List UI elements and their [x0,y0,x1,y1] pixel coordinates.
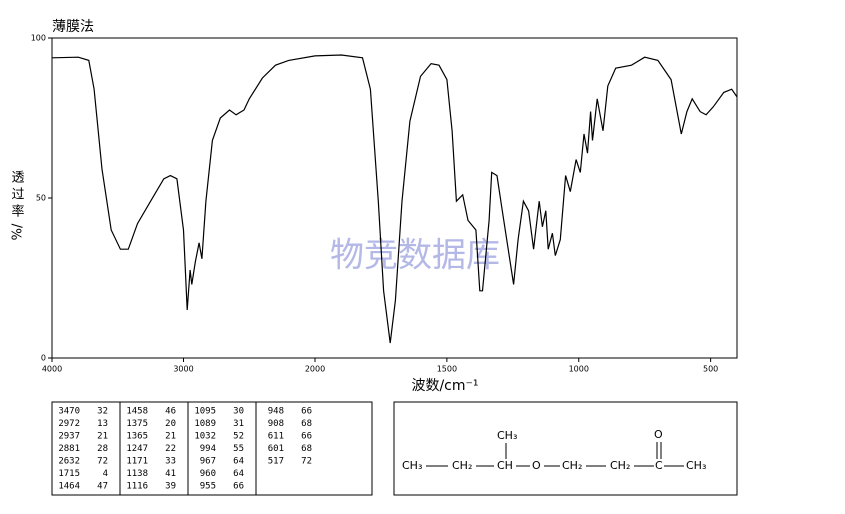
peak-transmittance: 21 [165,432,176,442]
peak-transmittance: 31 [233,419,244,429]
peak-transmittance: 30 [233,407,244,417]
chart-title: 薄膜法 [52,19,94,35]
peak-transmittance: 46 [165,407,176,417]
peak-transmittance: 72 [301,457,312,467]
peak-transmittance: 64 [233,469,244,479]
peak-wavenumber: 960 [200,469,216,479]
peak-transmittance: 22 [165,444,176,454]
y-axis-label: 率 [11,204,24,220]
x-tick-label: 2000 [305,365,325,374]
x-tick-label: 4000 [42,365,62,374]
peak-transmittance: 41 [165,469,176,479]
structure-group: CH₃ [686,459,706,472]
x-tick-label: 3000 [173,365,193,374]
peak-wavenumber: 967 [200,457,216,467]
peak-wavenumber: 611 [268,432,284,442]
peak-wavenumber: 2632 [58,457,80,467]
peak-wavenumber: 1247 [126,444,148,454]
structure-group: CH [497,459,513,472]
peak-transmittance: 20 [165,419,176,429]
peak-transmittance: 52 [233,432,244,442]
peak-transmittance: 64 [233,457,244,467]
peak-wavenumber: 948 [268,407,284,417]
peak-table [51,401,373,496]
structure-group: CH₃ [402,459,422,472]
peak-wavenumber: 994 [200,444,216,454]
peak-wavenumber: 1171 [126,457,148,467]
peak-transmittance: 13 [97,419,108,429]
peak-transmittance: 66 [233,482,244,492]
peak-transmittance: 21 [97,432,108,442]
watermark: 物竞数据库 [330,236,500,276]
peak-transmittance: 39 [165,482,176,492]
peak-wavenumber: 1089 [194,419,216,429]
peak-transmittance: 66 [301,407,312,417]
peak-wavenumber: 1365 [126,432,148,442]
peak-wavenumber: 908 [268,419,284,429]
peak-wavenumber: 1464 [58,482,80,492]
spectrum-line [51,54,738,344]
x-axis-label: 波数/cm⁻¹ [411,378,478,394]
peak-wavenumber: 1116 [126,482,148,492]
y-axis-label: %/ [11,223,26,240]
peak-wavenumber: 1375 [126,419,148,429]
structure-group: O [654,428,663,441]
peak-wavenumber: 517 [268,457,284,467]
structure-group: CH₃ [497,429,517,442]
peak-transmittance: 32 [97,407,108,417]
structure-group: O [532,459,541,472]
peak-transmittance: 55 [233,444,244,454]
peak-transmittance: 66 [301,432,312,442]
peak-wavenumber: 3470 [58,407,80,417]
structure-box [393,401,738,496]
y-tick-label: 0 [41,354,46,363]
x-tick-label: 1000 [569,365,589,374]
peak-transmittance: 4 [103,469,108,479]
x-tick-label: 1500 [437,365,457,374]
peak-wavenumber: 1095 [194,407,216,417]
structure-group: CH₂ [562,459,582,472]
y-axis-label: 透 [11,171,24,186]
structure-group: CH₂ [610,459,630,472]
peak-wavenumber: 601 [268,444,284,454]
y-tick-label: 50 [36,194,46,203]
peak-transmittance: 68 [301,419,312,429]
peak-transmittance: 33 [165,457,176,467]
structure-group: C [655,459,663,472]
peak-wavenumber: 955 [200,482,216,492]
peak-wavenumber: 2972 [58,419,80,429]
peak-transmittance: 68 [301,444,312,454]
x-tick-label: 500 [703,365,718,374]
peak-wavenumber: 1032 [194,432,216,442]
peak-transmittance: 47 [97,482,108,492]
peak-wavenumber: 1458 [126,407,148,417]
peak-wavenumber: 1138 [126,469,148,479]
peak-transmittance: 28 [97,444,108,454]
peak-wavenumber: 2937 [58,432,80,442]
peak-transmittance: 72 [97,457,108,467]
bonds [426,442,684,467]
peak-wavenumber: 2881 [58,444,80,454]
y-tick-label: 100 [31,34,46,43]
structure-group: CH₂ [452,459,472,472]
peak-wavenumber: 1715 [58,469,80,479]
y-axis-label: 过 [11,188,24,203]
